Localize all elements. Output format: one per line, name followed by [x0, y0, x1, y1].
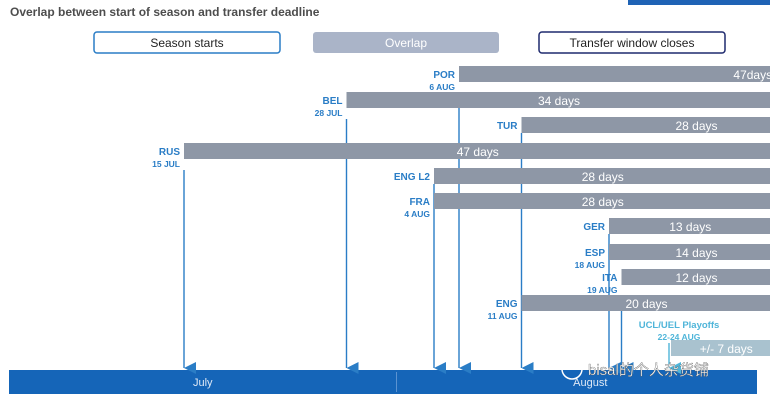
season-start-date-por: 6 AUG — [429, 82, 455, 92]
overlap-bar-por — [459, 66, 770, 82]
overlap-bar-tur — [521, 117, 770, 133]
timeline-axis-band — [9, 370, 757, 394]
wechat-icon-dot — [566, 366, 570, 370]
playoffs-overlap-label: +/- 7 days — [700, 342, 753, 356]
country-start-bel: BEL — [323, 96, 343, 107]
country-start-ger: GER — [583, 222, 605, 233]
overlap-label-por: 47days — [733, 68, 770, 82]
playoffs-label: UCL/UEL Playoffs — [639, 320, 720, 331]
country-start-tur: TUR — [497, 121, 518, 132]
chart-title: Overlap between start of season and tran… — [10, 5, 320, 19]
season-start-date-esp: 18 AUG — [575, 260, 606, 270]
wechat-icon-dot — [572, 366, 576, 370]
overlap-bar-ger — [609, 218, 770, 234]
top-accent-bar — [628, 0, 770, 5]
month-label-august: August — [573, 377, 607, 389]
playoffs-date: 22-24 AUG — [658, 332, 701, 342]
month-label-july: July — [193, 377, 213, 389]
country-start-por: POR — [433, 70, 455, 81]
wechat-icon — [561, 358, 583, 380]
country-start-fra: FRA — [409, 197, 430, 208]
overlap-label-ita: 12 days — [675, 271, 717, 285]
country-start-rus: RUS — [159, 147, 180, 158]
overlap-bar-rus — [184, 143, 770, 159]
legend-label-season-starts: Season starts — [150, 36, 223, 50]
overlap-label-ger: 13 days — [669, 220, 711, 234]
overlap-label-esp: 14 days — [675, 246, 717, 260]
overlap-bar-esp — [609, 244, 770, 260]
overlap-label-eng: 20 days — [625, 297, 667, 311]
season-start-date-fra: 4 AUG — [404, 209, 430, 219]
overlap-bar-eng — [521, 295, 770, 311]
overlap-bar-fra — [434, 193, 770, 209]
season-start-date-rus: 15 JUL — [152, 159, 180, 169]
overlap-bar-ita — [621, 269, 770, 285]
country-start-eng-l2: ENG L2 — [394, 172, 431, 183]
overlap-bar-eng-l2 — [434, 168, 770, 184]
overlap-label-bel: 34 days — [538, 94, 580, 108]
overlap-label-fra: 28 days — [582, 195, 624, 209]
legend-swatch-overlap — [313, 32, 499, 53]
season-start-date-ita: 19 AUG — [587, 285, 618, 295]
legend-label-overlap: Overlap — [385, 36, 427, 50]
watermark-text: bisal的个人杂货铺 — [588, 362, 709, 379]
country-start-eng: ENG — [496, 299, 518, 310]
overlap-label-tur: 28 days — [675, 119, 717, 133]
playoffs-overlap-bar — [671, 340, 770, 356]
country-start-ita: ITA — [602, 273, 617, 284]
legend-label-transfer-window-closes: Transfer window closes — [570, 36, 695, 50]
country-start-esp: ESP — [585, 248, 605, 259]
wechat-watermark: bisal的个人杂货铺 — [561, 358, 709, 380]
season-start-date-eng: 11 AUG — [488, 311, 518, 321]
overlap-label-rus: 47 days — [457, 145, 499, 159]
season-start-date-bel: 28 JUL — [315, 108, 343, 118]
legend-swatch-season-starts — [93, 31, 281, 54]
overlap-label-eng-l2: 28 days — [582, 170, 624, 184]
legend-swatch-transfer-window-closes — [538, 31, 726, 54]
overlap-bar-bel — [346, 92, 770, 108]
